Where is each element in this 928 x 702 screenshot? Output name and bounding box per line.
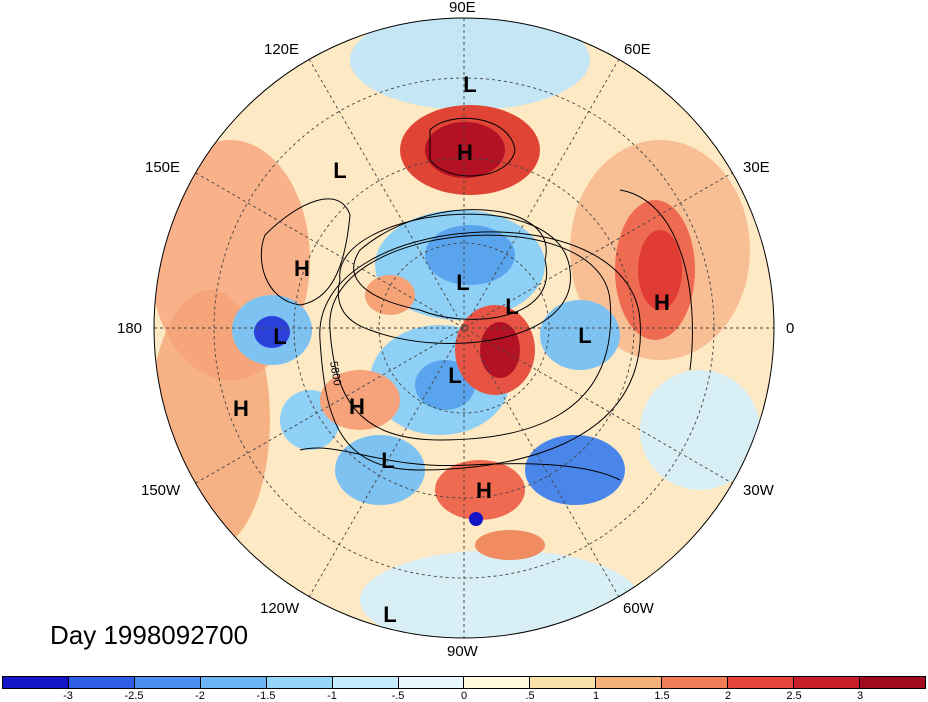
lon-label-150e: 150E [145,159,181,176]
map-boundary [153,17,775,639]
pressure-center: L [383,602,396,627]
colorbar-tick-label: 3 [856,690,864,702]
colorbar-swatch [728,677,795,688]
pressure-center: L [448,363,461,388]
colorbar-tick-label: -1.5 [256,690,276,702]
colorbar-swatch [398,677,465,688]
colorbar [2,676,926,689]
lon-label-180: 180 [117,320,143,337]
pressure-center: L [381,448,394,473]
pressure-center: L [333,158,346,183]
colorbar-tick-label: -.5 [391,690,405,702]
lon-label-60w: 60W [623,600,654,617]
pressure-center: L [505,294,518,319]
lon-label-150w: 150W [141,482,181,499]
pressure-center: L [578,323,591,348]
lon-label-0: 0 [786,320,795,337]
lon-label-60e: 60E [624,41,651,58]
pressure-center: L [463,72,476,97]
colorbar-tick-label: 0 [460,690,468,702]
colorbar-swatch [3,677,69,688]
colorbar-swatch [464,677,531,688]
pressure-center: H [233,396,249,421]
contour-label: 5800 [327,360,343,386]
colorbar-swatch [266,677,333,688]
pressure-center: H [654,290,670,315]
pressure-center: L [456,270,469,295]
colorbar-tick-label: 2.5 [786,690,802,702]
lon-label-90w: 90W [447,643,478,660]
lon-label-90e: 90E [449,0,476,16]
lon-label-30e: 30E [743,159,770,176]
colorbar-tick-label: 1 [592,690,600,702]
colorbar-tick-label: -3 [63,690,73,702]
colorbar-swatch [200,677,267,688]
pressure-center: H [457,140,473,165]
colorbar-swatch [859,677,925,688]
colorbar-tick-label: -1 [327,690,337,702]
colorbar-tick-label: -2.5 [124,690,144,702]
pressure-center: H [349,394,365,419]
colorbar-tick-label: 1.5 [654,690,670,702]
pressure-center: H [294,256,310,281]
anomaly-field [154,18,774,638]
lon-label-120w: 120W [260,600,300,617]
colorbar-swatch [332,677,399,688]
colorbar-swatch [596,677,663,688]
height-contours [260,117,693,481]
pressure-center: H [476,478,492,503]
colorbar-swatch [134,677,201,688]
colorbar-swatch [794,677,860,688]
colorbar-swatch [530,677,597,688]
colorbar-tick-label: -2 [195,690,205,702]
colorbar-swatch [68,677,135,688]
colorbar-tick-label: 2 [724,690,732,702]
polar-stereographic-map: L H L H H L L L L H L H H L H L L 5800 [153,17,775,639]
day-label: Day 1998092700 [50,620,249,650]
lon-label-120e: 120E [264,41,300,58]
pressure-center: L [273,324,286,349]
pressure-centers: L H L H H L L L L H L H H L H L L [233,72,670,627]
colorbar-swatch [662,677,729,688]
colorbar-tick-label: .5 [525,690,535,702]
graticule [154,18,774,638]
lon-label-30w: 30W [743,482,774,499]
